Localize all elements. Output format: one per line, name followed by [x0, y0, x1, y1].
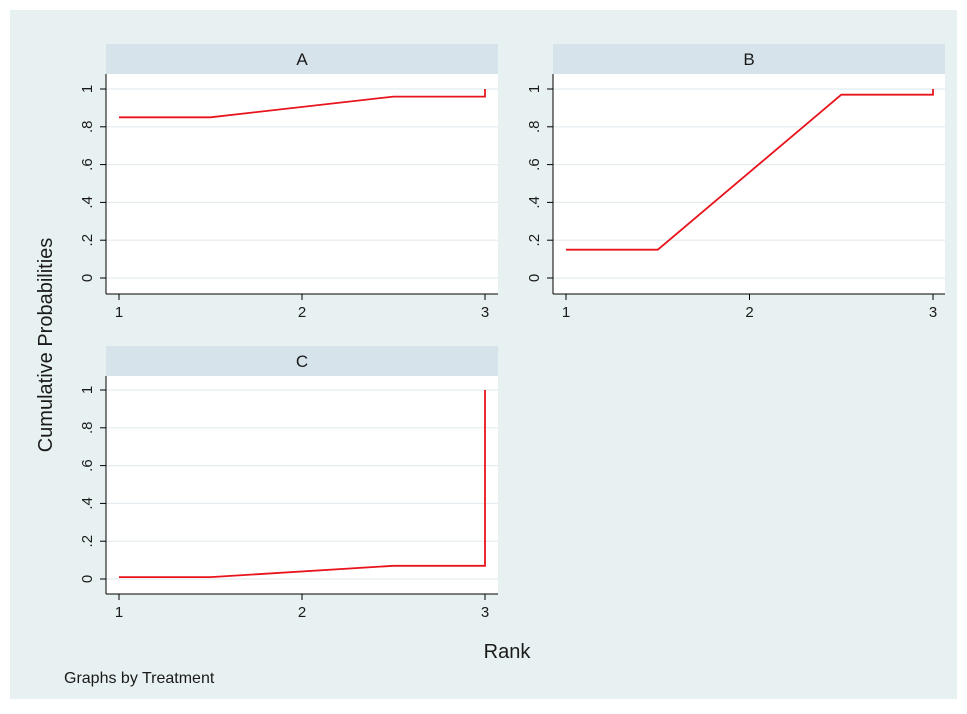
x-tick-label: 2 — [745, 304, 753, 321]
y-tick-label: .6 — [79, 158, 96, 171]
x-tick-label: 1 — [115, 304, 123, 321]
y-tick-label: 0 — [526, 274, 543, 282]
panel-title: C — [296, 352, 308, 371]
y-tick-label: 1 — [79, 85, 96, 93]
panel-title: A — [296, 50, 308, 69]
panel-a: A 0 .2 .4 .6 .8 1 1 2 3 — [79, 44, 498, 321]
plot-area — [553, 74, 945, 294]
y-axis-title: Cumulative Probabilities — [35, 238, 57, 453]
x-tick-label: 1 — [562, 304, 570, 321]
x-tick-label: 3 — [929, 304, 937, 321]
x-tick-label: 3 — [481, 304, 489, 321]
panels: A 0 .2 .4 .6 .8 1 1 2 3 B 0 .2 .4 .6 .8 1 1 2 3 C 0 .2 .4 .6 .8 1 1… — [79, 44, 945, 621]
y-tick-label: .6 — [79, 459, 96, 472]
y-tick-label: 1 — [526, 85, 543, 93]
y-tick-label: .2 — [79, 535, 96, 548]
x-tick-label: 2 — [298, 304, 306, 321]
panel-header — [553, 44, 945, 74]
plot-area — [106, 74, 498, 294]
x-tick-label: 2 — [298, 604, 306, 621]
y-tick-label: 1 — [79, 386, 96, 394]
panel-header — [106, 44, 498, 74]
x-axis-title: Rank — [484, 641, 532, 663]
cumulative-probability-line — [119, 390, 486, 578]
panel-header — [106, 346, 498, 376]
x-tick-label: 3 — [481, 604, 489, 621]
plot-area — [106, 376, 498, 594]
y-tick-label: .4 — [79, 497, 96, 510]
graphs-note: Graphs by Treatment — [64, 670, 215, 687]
panel-title: B — [743, 50, 754, 69]
y-tick-label: .8 — [79, 121, 96, 134]
y-tick-label: .2 — [526, 234, 543, 247]
y-tick-label: .4 — [79, 196, 96, 209]
panel-b: B 0 .2 .4 .6 .8 1 1 2 3 — [526, 44, 945, 321]
y-tick-label: .6 — [526, 158, 543, 171]
panel-c: C 0 .2 .4 .6 .8 1 1 2 3 — [79, 346, 498, 621]
cumulative-probability-line — [566, 89, 934, 251]
y-tick-label: .4 — [526, 196, 543, 209]
y-tick-label: 0 — [79, 274, 96, 282]
y-tick-label: .8 — [526, 121, 543, 134]
y-tick-label: .8 — [79, 422, 96, 435]
x-tick-label: 1 — [115, 604, 123, 621]
cumulative-probability-line — [119, 89, 486, 119]
y-tick-label: .2 — [79, 234, 96, 247]
y-tick-label: 0 — [79, 575, 96, 583]
